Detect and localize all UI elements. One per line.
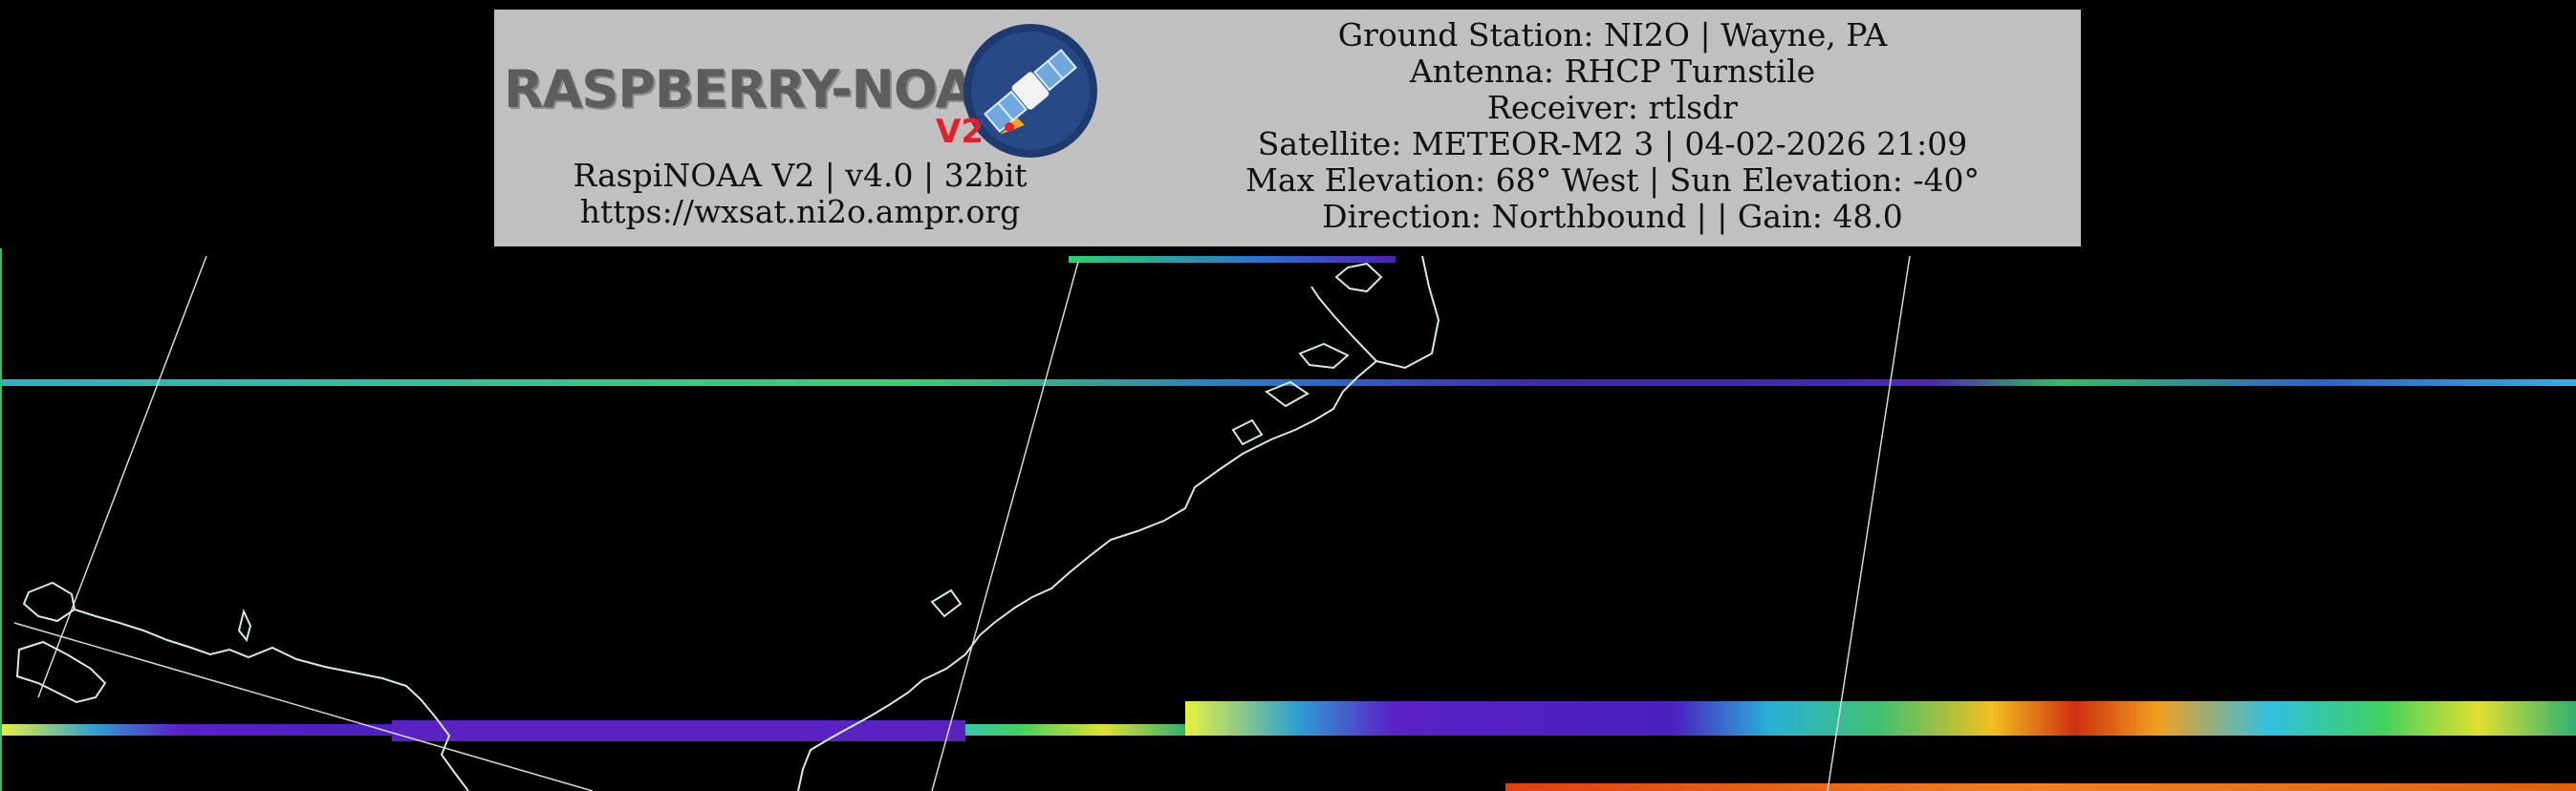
scan-band [1185,701,2576,736]
scan-band [392,720,965,741]
logo-text: RASPBERRY-NOAA [504,59,1014,119]
graticule [13,255,1911,791]
coastline [15,255,1440,791]
pass-info: Ground Station: NI2O | Wayne, PA Antenna… [1201,17,2024,235]
logo: RASPBERRY-NOAA V2 RaspiNOAA V2 | v4.0 | … [494,10,1125,246]
antenna-line: Antenna: RHCP Turnstile [1409,53,1816,90]
elevation-line: Max Elevation: 68° West | Sun Elevation:… [1245,161,1980,199]
satellite-icon [963,24,1097,158]
satellite-image [0,248,2576,791]
ground-station-line: Ground Station: NI2O | Wayne, PA [1337,16,1888,53]
satellite-line: Satellite: METEOR-M2 3 | 04-02-2026 21:0… [1257,125,1968,162]
receiver-line: Receiver: rtlsdr [1487,89,1738,126]
version-info: RaspiNOAA V2 | v4.0 | 32bit [573,157,1028,194]
scan-band [1069,256,1396,263]
header-banner: RASPBERRY-NOAA V2 RaspiNOAA V2 | v4.0 | … [494,10,2081,246]
station-url: https://wxsat.ni2o.ampr.org [579,193,1021,230]
direction-line: Direction: Northbound | | Gain: 48.0 [1322,198,1903,235]
scan-band [1505,783,2576,791]
logo-version-badge: V2 [936,113,984,151]
